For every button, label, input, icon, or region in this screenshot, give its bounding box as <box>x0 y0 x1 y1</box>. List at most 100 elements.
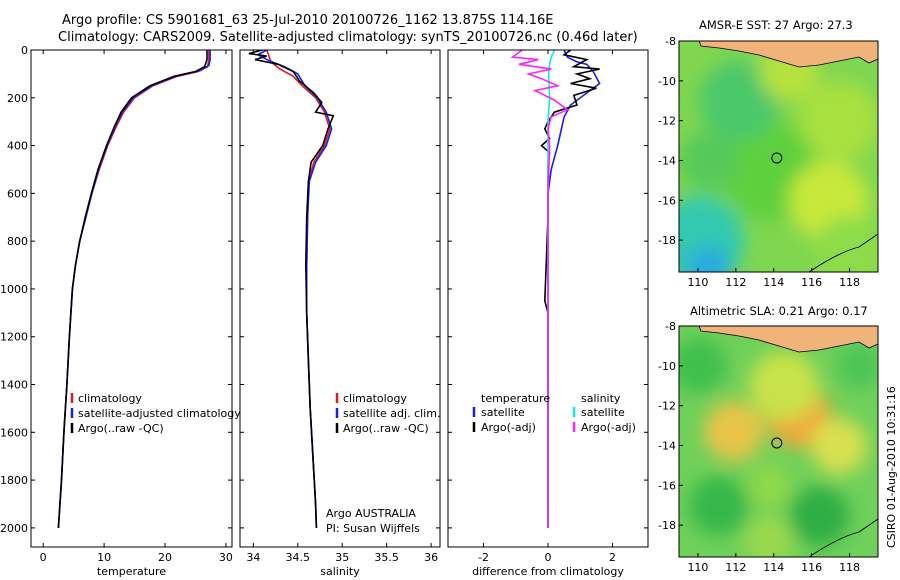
salinity-profile-xtick-label-2: 35 <box>335 551 349 564</box>
temperature-profile-xtick-label-2: 20 <box>158 551 172 564</box>
sla-map-field <box>679 326 878 557</box>
salinity-profile-xtick-label-1: 34.5 <box>286 551 311 564</box>
sst-map-xtick-label-4: 118 <box>839 276 860 289</box>
temperature-profile-panel: 0 10 20 30 temperature 0 200 400 600 800 1000 1200 1… <box>0 44 233 578</box>
difference-profile-series-1 <box>540 50 600 528</box>
sst-patch-6 <box>814 216 878 272</box>
temperature-profile-series-2 <box>57 50 208 528</box>
sla-patch-6 <box>679 338 727 394</box>
sst-map-xtick-label-1: 112 <box>725 276 746 289</box>
depth-tick-label-6: 1200 <box>0 331 28 344</box>
temperature-profile-xtick-label-3: 30 <box>219 551 233 564</box>
diff-legend-label-3: Argo(-adj) <box>581 421 636 434</box>
salinity-profile-panel: 34 34.5 35 35.5 36 salinity <box>239 49 441 578</box>
sla-map-xtick-label-3: 116 <box>801 561 822 574</box>
sst-map-coastline <box>808 233 878 272</box>
depth-tick-label-1: 200 <box>7 92 28 105</box>
sst-patch-3 <box>799 81 878 161</box>
sst-map-ytick-label-5: -18 <box>658 234 676 247</box>
sla-map-xtick-label-0: 110 <box>687 561 708 574</box>
depth-tick-label-4: 800 <box>7 235 28 248</box>
sla-map-land <box>698 326 878 353</box>
sal-annotation-line2: PI: Susan Wijffels <box>326 522 420 535</box>
temperature-profile-xtick-label-1: 10 <box>97 551 111 564</box>
sst-map-frame <box>678 40 879 273</box>
salinity-profile-series-2 <box>248 50 335 528</box>
sla-blobs <box>679 338 878 557</box>
chart-title-line1: Argo profile: CS 5901681_63 25-Jul-2010 … <box>62 13 554 28</box>
temperature-profile-series-0 <box>57 50 210 528</box>
sst-map-xtick-label-3: 116 <box>801 276 822 289</box>
difference-profile-xtick-label-1: 0 <box>545 551 552 564</box>
sst-blobs <box>679 41 878 272</box>
sla-map-frame <box>678 325 879 558</box>
difference-profile-xlabel: difference from climatology <box>472 565 624 578</box>
sst-patch-8 <box>679 131 739 191</box>
sst-map-ytick-label-2: -12 <box>658 115 676 128</box>
sla-patch-1 <box>704 401 764 461</box>
salinity-profile-xtick-label-3: 35.5 <box>374 551 399 564</box>
temp-legend-label-0: climatology <box>78 392 142 405</box>
diff-legend-label-1: Argo(-adj) <box>481 421 536 434</box>
depth-tick-label-9: 1800 <box>0 474 28 487</box>
sst-patch-1 <box>687 247 731 272</box>
temp-legend-label-2: Argo(..raw -QC) <box>78 422 164 435</box>
sla-patch-3 <box>811 418 867 474</box>
difference-profile-series-0 <box>547 50 601 528</box>
sla-map-xtick-label-2: 114 <box>763 561 784 574</box>
difference-profile-series-3 <box>510 50 569 528</box>
sla-patch-8 <box>837 344 878 388</box>
difference-profile-xtick-label-2: 2 <box>609 551 616 564</box>
sla-map-ytick-label-0: -8 <box>665 320 676 333</box>
sla-map-argo-marker <box>771 437 783 449</box>
depth-tick-label-8: 1600 <box>0 426 28 439</box>
depth-tick-label-0: 0 <box>21 44 28 57</box>
temperature-profile-xlabel: temperature <box>97 565 166 578</box>
sst-map-xtick-label-0: 110 <box>687 276 708 289</box>
difference-profile-xtick-label-0: -2 <box>478 551 489 564</box>
sla-map-xtick-label-1: 112 <box>725 561 746 574</box>
diff-legend-temp-header: temperature <box>481 392 550 405</box>
sst-map-land <box>698 41 878 68</box>
salinity-profile-series-1 <box>256 50 333 528</box>
salinity-profile-frame <box>239 49 441 548</box>
sst-map-title: AMSR-E SST: 27 Argo: 27.3 <box>699 18 853 32</box>
sal-legend-label-1: satellite adj. clim. <box>343 407 440 420</box>
sla-map-xtick-label-4: 118 <box>839 561 860 574</box>
diff-legend-label-2: satellite <box>581 406 625 419</box>
depth-tick-label-3: 600 <box>7 187 28 200</box>
temp-legend-label-1: satellite-adjusted climatology <box>78 407 241 420</box>
temperature-profile-xtick-label-0: 0 <box>40 551 47 564</box>
chart-title-line2: Climatology: CARS2009. Satellite-adjuste… <box>58 30 638 45</box>
depth-tick-label-10: 2000 <box>0 522 28 535</box>
sst-patch-5 <box>699 61 779 141</box>
sal-annotation-line1: Argo AUSTRALIA <box>326 507 416 520</box>
sla-patch-7 <box>747 464 791 508</box>
sla-map-ytick-label-4: -16 <box>658 479 676 492</box>
sst-map-ytick-label-1: -10 <box>658 75 676 88</box>
sst-map-argo-marker <box>771 152 783 164</box>
temperature-profile-frame <box>30 49 233 548</box>
sal-legend-label-2: Argo(..raw -QC) <box>343 422 429 435</box>
sst-map: 110 112 114 116 118 -8 -10 -12 -14 -16 -18 <box>658 35 879 289</box>
salinity-profile-series-0 <box>265 50 331 528</box>
diff-legend-sal-header: salinity <box>581 392 621 405</box>
sst-map-ytick-label-4: -16 <box>658 194 676 207</box>
sla-patch-2 <box>749 351 819 421</box>
sst-map-ytick-label-3: -14 <box>658 154 676 167</box>
depth-tick-label-7: 1400 <box>0 379 28 392</box>
salinity-profile-xtick-label-4: 36 <box>424 551 438 564</box>
sla-map-ytick-label-3: -14 <box>658 439 676 452</box>
sla-patch-4 <box>689 476 749 536</box>
sst-map-ytick-label-0: -8 <box>665 35 676 48</box>
salinity-profile-xlabel: salinity <box>320 565 360 578</box>
sla-map-ytick-label-1: -10 <box>658 360 676 373</box>
depth-tick-label-2: 400 <box>7 140 28 153</box>
salinity-profile-xtick-label-0: 34 <box>246 551 260 564</box>
sla-map-ytick-label-2: -12 <box>658 400 676 413</box>
sla-map: 110 112 114 116 118 -8 -10 -12 -14 -16 -18 <box>658 320 879 574</box>
sal-legend-label-0: climatology <box>343 392 407 405</box>
sla-map-title: Altimetric SLA: 0.21 Argo: 0.17 <box>690 304 868 318</box>
